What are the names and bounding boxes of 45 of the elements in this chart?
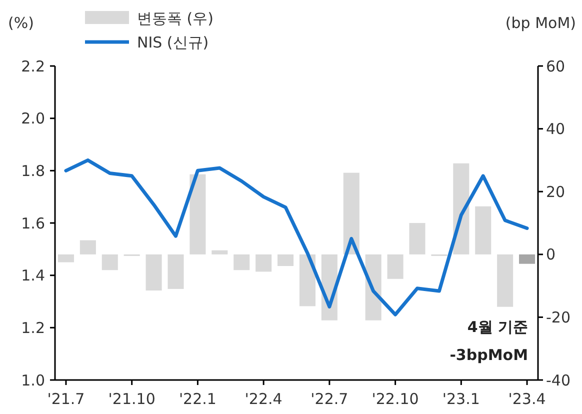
- x-tick-label: '22.10: [372, 390, 419, 408]
- y-tick-label: 1.2: [21, 318, 45, 337]
- x-tick-label: '23.1: [442, 390, 480, 408]
- x-tick-label: '23.4: [508, 390, 546, 408]
- y2-tick-label: 0: [546, 246, 556, 264]
- bar: [234, 254, 250, 270]
- bar: [278, 254, 294, 266]
- annotation: 4월 기준: [467, 318, 528, 336]
- bar: [58, 254, 74, 262]
- bar: [80, 240, 96, 254]
- y2-tick-label: 20: [546, 182, 566, 201]
- bar: [497, 254, 514, 307]
- bar: [409, 223, 426, 254]
- bar: [146, 254, 162, 291]
- bar: [343, 172, 360, 254]
- annotation: -3bpMoM: [450, 346, 528, 364]
- bar: [102, 254, 118, 270]
- y-tick-label: 2.2: [21, 57, 45, 76]
- x-tick-label: '22.4: [244, 390, 282, 408]
- y2-tick-label: 60: [546, 57, 566, 76]
- bar: [519, 254, 536, 264]
- y2-tick-label: -20: [546, 308, 570, 326]
- y-tick-label: 1.8: [21, 162, 45, 180]
- bar: [212, 250, 228, 254]
- y-tick-label: 1.6: [21, 214, 45, 232]
- x-tick-label: '22.7: [310, 390, 348, 408]
- x-tick-label: '21.7: [47, 390, 85, 408]
- y2-tick-label: 40: [546, 120, 566, 138]
- y-axis-title: (%): [8, 14, 34, 32]
- bar: [387, 254, 404, 279]
- y-tick-label: 2.0: [21, 110, 45, 128]
- bar: [256, 254, 272, 272]
- legend-label: NIS (신규): [137, 33, 209, 52]
- bar: [190, 174, 206, 254]
- y2-axis-title: (bp MoM): [505, 14, 576, 32]
- x-tick-label: '21.10: [108, 390, 156, 408]
- y-tick-label: 1.4: [21, 266, 45, 285]
- legend-label: 변동폭 (우): [137, 9, 214, 28]
- line-series: [64, 158, 529, 316]
- x-tick-label: '22.1: [178, 390, 216, 408]
- y-tick-label: 1.0: [21, 371, 45, 390]
- bar: [168, 254, 184, 289]
- bar: [299, 254, 316, 306]
- y2-tick-label: -40: [546, 371, 570, 390]
- bar: [475, 206, 492, 254]
